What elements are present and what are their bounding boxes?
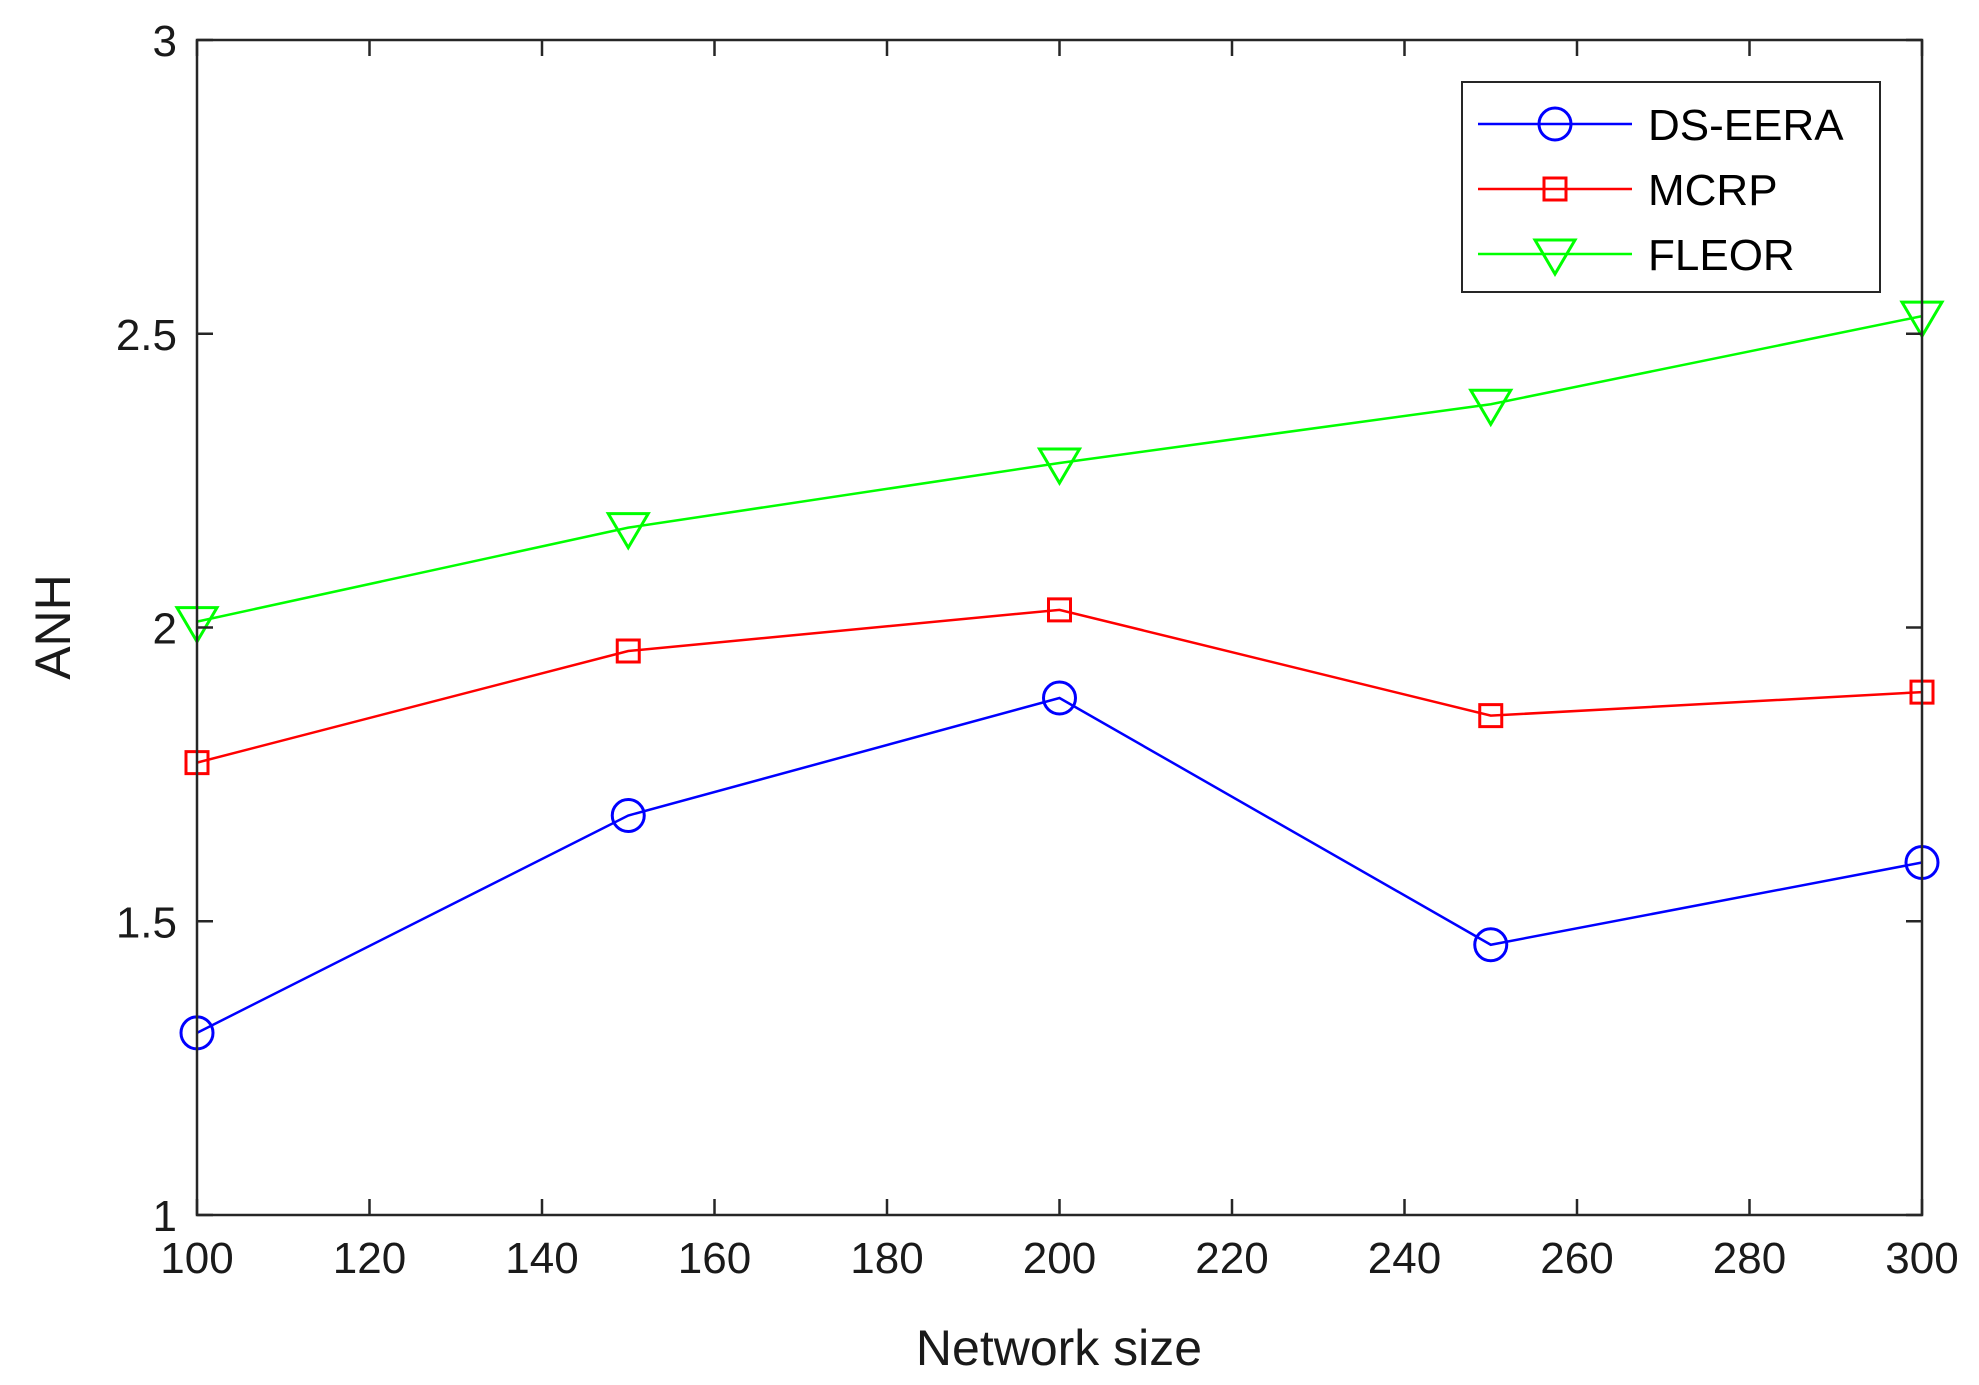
legend: DS-EERA MCRP FLEOR xyxy=(1461,81,1881,293)
y-tick-label: 2 xyxy=(153,605,177,654)
axis-ticks: 100 120 140 160 180 200 220 240 260 280 300 1 1.5 2 2.… xyxy=(116,17,1959,1283)
series-mcrp xyxy=(184,597,1935,776)
y-tick-label: 3 xyxy=(153,17,177,66)
data-point-marker xyxy=(610,798,646,833)
x-tick-label: 160 xyxy=(678,1234,751,1283)
series-line xyxy=(196,608,1923,764)
series-line xyxy=(196,314,1923,623)
legend-marker xyxy=(1542,176,1568,202)
y-axis-title: ANH xyxy=(25,574,81,680)
chart-marks xyxy=(174,300,1945,1051)
legend-box xyxy=(1461,81,1881,293)
x-axis-title: Network size xyxy=(916,1320,1202,1376)
x-tick-label: 260 xyxy=(1540,1234,1613,1283)
legend-label: DS-EERA xyxy=(1648,101,1844,150)
x-tick-label: 280 xyxy=(1713,1234,1786,1283)
legend-entry: FLEOR xyxy=(1478,231,1795,280)
legend-label: MCRP xyxy=(1648,166,1778,215)
series-fleor xyxy=(174,300,1945,645)
legend-label: FLEOR xyxy=(1648,231,1795,280)
data-point-marker xyxy=(1478,703,1504,729)
x-tick-label: 100 xyxy=(160,1234,233,1283)
legend-marker xyxy=(1537,106,1573,142)
data-point-marker xyxy=(1042,680,1077,716)
y-tick-label: 1 xyxy=(153,1192,177,1241)
legend-entry: MCRP xyxy=(1478,166,1778,215)
data-point-marker xyxy=(1468,388,1514,428)
data-point-marker xyxy=(615,638,641,664)
x-tick-label: 220 xyxy=(1195,1234,1268,1283)
y-tick-label: 2.5 xyxy=(116,311,177,360)
legend-marker xyxy=(1532,238,1578,277)
y-tick-label: 1.5 xyxy=(116,898,177,947)
x-tick-label: 200 xyxy=(1023,1234,1096,1283)
legend-entry: DS-EERA xyxy=(1478,101,1844,150)
series-line xyxy=(196,696,1923,1034)
x-tick-label: 300 xyxy=(1885,1234,1958,1283)
series-ds-eera xyxy=(179,680,1940,1051)
data-point-marker xyxy=(1473,927,1509,963)
data-point-marker xyxy=(605,512,651,551)
x-tick-label: 180 xyxy=(850,1234,923,1283)
data-point-marker xyxy=(1036,447,1083,486)
data-point-marker xyxy=(1047,597,1072,623)
x-tick-label: 140 xyxy=(505,1234,578,1283)
x-tick-label: 240 xyxy=(1368,1234,1441,1283)
x-tick-label: 120 xyxy=(333,1234,406,1283)
